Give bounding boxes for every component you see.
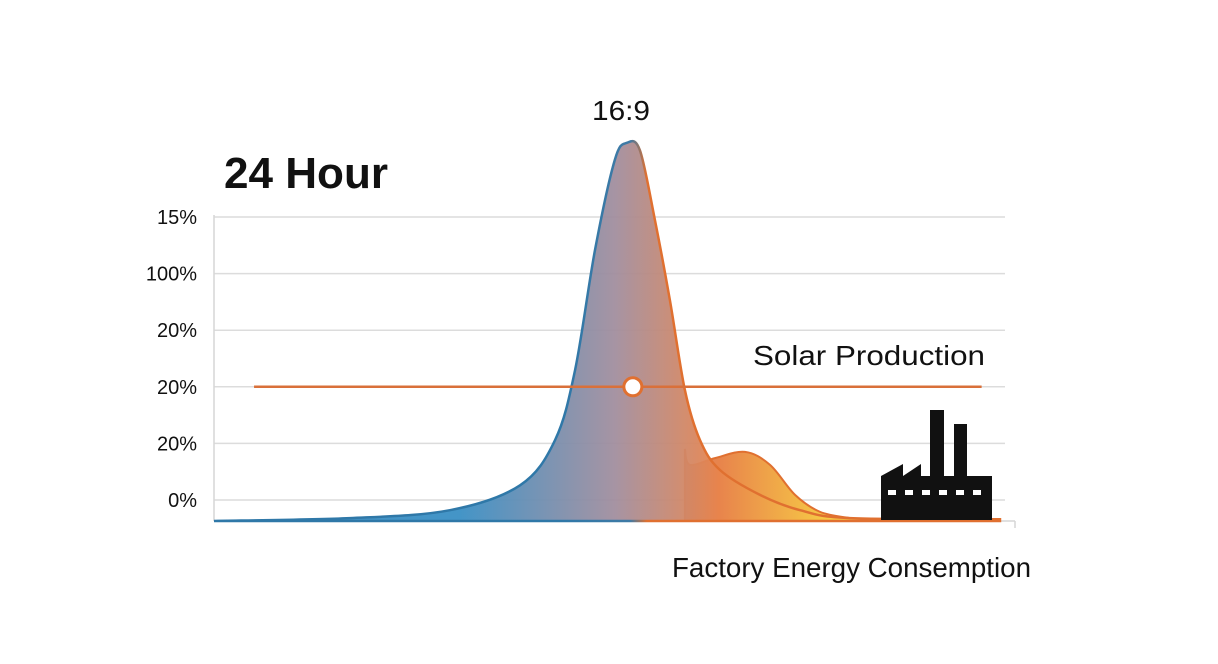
y-tick-label: 20%: [157, 433, 197, 455]
factory-icon: [881, 410, 992, 520]
y-axis-ticks: 15% 100% 20% 20% 20% 0%: [146, 207, 197, 512]
x-axis-label: Factory Energy Consemption: [672, 552, 1031, 583]
y-tick-label: 100%: [146, 264, 197, 286]
y-tick-label: 20%: [157, 377, 197, 399]
y-tick-label: 0%: [168, 490, 197, 512]
energy-consumption-area: [213, 139, 1002, 523]
chart-title: 24 Hour: [224, 149, 388, 198]
y-tick-label: 20%: [157, 320, 197, 342]
y-tick-label: 15%: [157, 207, 197, 229]
solar-production-label: Solar Production: [753, 340, 985, 371]
solar-production-marker[interactable]: [622, 376, 644, 398]
peak-label: 16:9: [592, 95, 650, 126]
